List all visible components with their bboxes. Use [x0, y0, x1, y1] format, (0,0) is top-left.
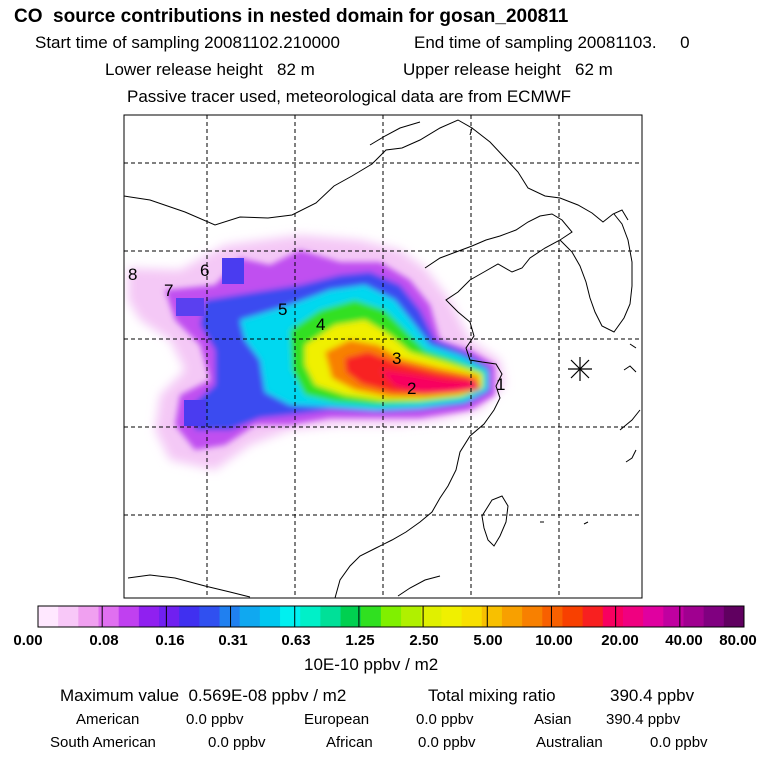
asian-label: Asian: [534, 711, 572, 728]
tick-label: 40.00: [665, 632, 703, 649]
concentration-plume: [128, 235, 505, 470]
australian-value: 0.0 ppbv: [650, 734, 708, 751]
map-title: CO source contributions in nested domain…: [14, 6, 569, 27]
start-time: Start time of sampling 20081102.210000: [35, 33, 340, 52]
marker-6: 6: [200, 261, 209, 280]
marker-4: 4: [316, 315, 325, 334]
european-label: European: [304, 711, 370, 728]
marker-8: 8: [128, 265, 137, 284]
colorbar-swatch: [98, 606, 120, 627]
tracer-note: Passive tracer used, meteorological data…: [127, 87, 572, 106]
colorbar: [37, 605, 745, 628]
tick-label: 5.00: [473, 632, 503, 649]
colorbar-swatch: [118, 606, 140, 627]
australian-label: Australian: [536, 734, 603, 751]
colorbar-swatch: [663, 606, 684, 627]
colorbar-swatch: [683, 606, 705, 627]
map-frame: [123, 114, 643, 599]
colorbar-swatch: [179, 606, 200, 627]
colorbar-frame: [37, 605, 745, 628]
colorbar-swatch: [78, 606, 100, 627]
coastlines: [124, 119, 641, 598]
colorbar-swatch: [441, 606, 463, 627]
colorbar-swatch: [320, 606, 342, 627]
colorbar-swatch: [340, 606, 362, 627]
african-value: 0.0 ppbv: [418, 734, 476, 751]
colorbar-swatch: [421, 606, 442, 627]
colorbar-swatch: [58, 606, 79, 627]
tick-label: 0.00: [13, 632, 43, 649]
colorbar-swatch: [219, 606, 241, 627]
colorbar-swatch: [138, 606, 160, 627]
colorbar-units: 10E-10 ppbv / m2: [304, 655, 439, 674]
map-panel: [124, 115, 642, 598]
max-value: Maximum value 0.569E-08 ppbv / m2: [60, 686, 347, 705]
colorbar-swatch: [542, 606, 563, 627]
asterisk-icon: [568, 357, 592, 381]
colorbar-swatch: [199, 606, 221, 627]
marker-3: 3: [392, 349, 401, 368]
marker-7: 7: [164, 281, 173, 300]
colorbar-swatch: [522, 606, 543, 627]
marker-5: 5: [278, 300, 287, 319]
american-label: American: [76, 711, 140, 728]
tick-label: 10.00: [535, 632, 573, 649]
total-mixing-label: Total mixing ratio: [428, 686, 556, 705]
colorbar-swatch: [259, 606, 281, 627]
plume-layer-magenta: [380, 370, 478, 392]
african-label: African: [326, 734, 373, 751]
colorbar-swatch: [723, 606, 745, 627]
colorbar-swatch: [360, 606, 382, 627]
tick-label: 0.08: [89, 632, 119, 649]
marker-1: 1: [496, 375, 505, 394]
tick-label: 20.00: [601, 632, 639, 649]
upper-release-height: Upper release height 62 m: [403, 60, 613, 79]
colorbar-swatch: [582, 606, 604, 627]
tick-label: 1.25: [345, 632, 375, 649]
colorbar-swatch: [380, 606, 402, 627]
colorbar-swatch: [280, 606, 301, 627]
tick-label: 0.63: [281, 632, 311, 649]
american-value: 0.0 ppbv: [186, 711, 244, 728]
lower-release-height: Lower release height 82 m: [105, 60, 315, 79]
colorbar-swatch: [703, 606, 725, 627]
tick-label: 80.00: [719, 632, 757, 649]
colorbar-swatch: [38, 606, 59, 627]
source-markers: 1 2 3 4 5 6 7 8: [128, 261, 505, 398]
lat-lon-grid: [124, 115, 642, 598]
asian-value: 390.4 ppbv: [606, 711, 681, 728]
tick-label: 2.50: [409, 632, 439, 649]
colorbar-swatch: [501, 606, 523, 627]
colorbar-swatch: [239, 606, 261, 627]
colorbar-swatch: [622, 606, 644, 627]
tick-label: 0.16: [155, 632, 185, 649]
colorbar-swatch: [481, 606, 503, 627]
colorbar-swatch: [562, 606, 584, 627]
colorbar-swatch: [602, 606, 624, 627]
marker-2: 2: [407, 379, 416, 398]
total-mixing-value: 390.4 ppbv: [610, 686, 695, 705]
south-american-value: 0.0 ppbv: [208, 734, 266, 751]
colorbar-swatch: [643, 606, 664, 627]
colorbar-swatch: [300, 606, 321, 627]
south-american-label: South American: [50, 734, 156, 751]
end-time: End time of sampling 20081103. 0: [414, 33, 690, 52]
colorbar-swatch: [401, 606, 422, 627]
european-value: 0.0 ppbv: [416, 711, 474, 728]
colorbar-swatch: [159, 606, 180, 627]
colorbar-swatch: [461, 606, 483, 627]
tick-label: 0.31: [218, 632, 248, 649]
